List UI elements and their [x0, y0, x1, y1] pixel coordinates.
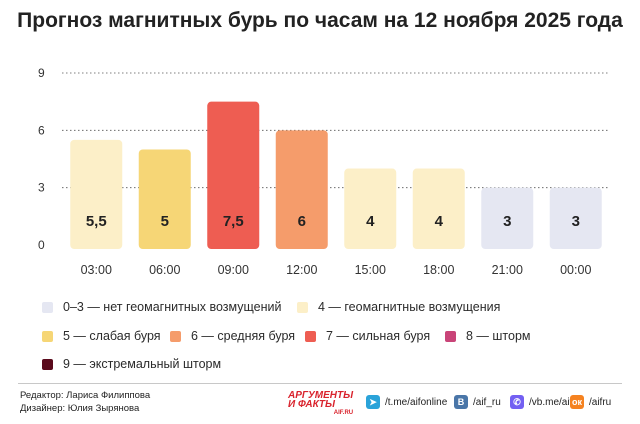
telegram-icon: ➤ — [366, 395, 380, 409]
bar — [344, 168, 397, 249]
x-tick-label: 18:00 — [423, 263, 454, 277]
legend-item-0-3: 0–3 — нет геомагнитных возмущений — [42, 300, 281, 314]
y-tick-label: 0 — [38, 238, 45, 252]
logo-domain: AIF.RU — [333, 410, 354, 416]
social-link: /aif_ru — [473, 396, 501, 408]
bar — [549, 187, 602, 249]
social-link: /vb.me/aif — [529, 396, 573, 408]
aif-logo[interactable]: АРГУМЕНТЫ И ФАКТЫ AIF.RU — [288, 391, 353, 418]
bar — [481, 187, 534, 249]
x-tick-label: 21:00 — [492, 263, 523, 277]
bar — [412, 168, 465, 249]
legend-swatch — [170, 330, 181, 342]
legend-item-7: 7 — сильная буря — [305, 329, 430, 343]
legend-label: 5 — слабая буря — [63, 329, 161, 343]
legend-label: 6 — средняя буря — [191, 329, 296, 343]
logo-line-2: И ФАКТЫ — [288, 399, 335, 410]
y-tick-label: 3 — [38, 181, 45, 195]
vk-icon: В — [454, 395, 468, 409]
bar-value-label: 4 — [435, 213, 444, 230]
bar-value-label: 5,5 — [86, 213, 107, 230]
chart-title: Прогноз магнитных бурь по часам на 12 но… — [17, 9, 623, 32]
bar-value-label: 5 — [161, 213, 169, 230]
editor-credit: Редактор: Лариса Филиппова — [20, 390, 151, 401]
legend-label: 0–3 — нет геомагнитных возмущений — [63, 300, 282, 314]
x-tick-label: 09:00 — [218, 263, 249, 277]
bar-value-label: 3 — [503, 213, 511, 230]
viber-icon: ✆ — [510, 395, 524, 409]
x-tick-label: 03:00 — [81, 263, 112, 277]
legend-label: 7 — сильная буря — [326, 329, 431, 343]
x-tick-label: 15:00 — [355, 263, 386, 277]
legend-item-5: 5 — слабая буря — [42, 329, 161, 343]
bar-value-label: 3 — [572, 213, 580, 230]
bar-value-label: 6 — [298, 213, 306, 230]
credits: Редактор: Лариса Филиппова Дизайнер: Юли… — [20, 389, 150, 415]
x-tick-label: 06:00 — [149, 263, 180, 277]
bar — [275, 130, 328, 249]
legend-swatch — [42, 301, 53, 313]
social-link: /t.me/aifonline — [385, 396, 448, 408]
legend-item-8: 8 — шторм — [445, 329, 531, 343]
y-tick-label: 9 — [38, 66, 45, 80]
legend-label: 9 — экстремальный шторм — [63, 357, 222, 371]
social-viber[interactable]: ✆ /vb.me/aif — [510, 395, 572, 409]
y-tick-label: 6 — [38, 123, 45, 137]
bar-value-label: 4 — [366, 213, 375, 230]
legend-swatch — [42, 358, 53, 370]
logo-line-1: АРГУМЕНТЫ — [288, 390, 354, 401]
legend-swatch — [305, 330, 316, 342]
bar — [207, 101, 260, 250]
legend-item-9: 9 — экстремальный шторм — [42, 357, 221, 371]
legend-item-4: 4 — геомагнитные возмущения — [297, 300, 500, 314]
designer-credit: Дизайнер: Юлия Зырянова — [20, 403, 140, 414]
social-telegram[interactable]: ➤ /t.me/aifonline — [366, 395, 447, 409]
bar-chart: 0 3 6 9 5,5 03:00 5 06:00 7,5 09:00 6 12:00 4 15:00 4 1… — [38, 66, 610, 277]
social-odnoklassniki[interactable]: ок /aifru — [570, 395, 611, 409]
legend-swatch — [42, 330, 53, 342]
legend-swatch — [445, 330, 456, 342]
bar-value-label: 7,5 — [223, 213, 244, 230]
odnoklassniki-icon: ок — [570, 395, 584, 409]
legend-item-6: 6 — средняя буря — [170, 329, 295, 343]
x-tick-label: 12:00 — [286, 263, 317, 277]
social-link: /aifru — [589, 396, 612, 408]
bar — [70, 139, 123, 249]
bar — [138, 149, 191, 249]
legend-label: 8 — шторм — [466, 329, 531, 343]
footer-divider — [18, 383, 622, 384]
legend-swatch — [297, 301, 308, 313]
legend-label: 4 — геомагнитные возмущения — [318, 300, 501, 314]
x-tick-label: 00:00 — [560, 263, 591, 277]
social-vk[interactable]: В /aif_ru — [454, 395, 501, 409]
